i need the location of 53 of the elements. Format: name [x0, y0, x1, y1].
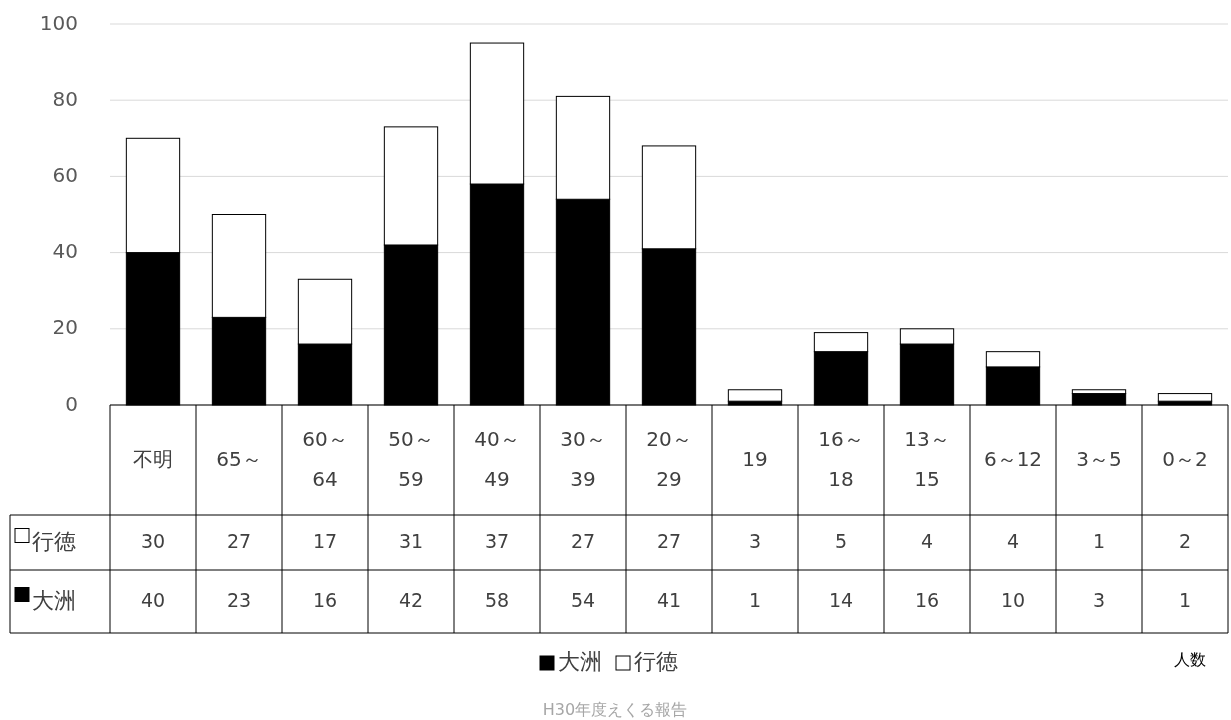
- text: 人数: [1174, 649, 1206, 669]
- data-label: 27: [226, 530, 252, 552]
- data-label: 23: [226, 589, 252, 611]
- y-tick-label: 60: [52, 162, 78, 187]
- x-tick-label: 65～: [216, 446, 262, 471]
- text: H30年度えくる報告: [542, 699, 688, 719]
- data-label: 31: [398, 530, 424, 552]
- data-label: 1: [1092, 530, 1106, 552]
- data-label: 27: [570, 530, 596, 552]
- data-label: 10: [1000, 589, 1026, 611]
- x-tick-label: 60～64: [302, 426, 348, 491]
- data-label: 27: [656, 530, 682, 552]
- data-label: 4: [1006, 530, 1020, 552]
- data-label: 41: [656, 589, 682, 611]
- x-tick-label: 0～2: [1162, 446, 1208, 471]
- data-label: 2: [1178, 530, 1192, 552]
- x-tick-label: 6～12: [983, 446, 1043, 471]
- legend-label: 大洲: [32, 587, 76, 613]
- y-tick-label: 40: [52, 239, 78, 264]
- x-tick-label: 40～49: [474, 426, 520, 491]
- data-label: 37: [484, 530, 510, 552]
- x-tick-label: 13～15: [904, 426, 950, 491]
- data-label: 3: [748, 530, 762, 552]
- y-tick-label: 0: [65, 391, 78, 416]
- data-label: 1: [748, 589, 762, 611]
- x-tick-label: 19: [742, 446, 768, 471]
- data-label: 14: [828, 589, 854, 611]
- data-label: 40: [140, 589, 166, 611]
- y-tick-label: 100: [39, 10, 78, 35]
- y-tick-label: 20: [52, 315, 78, 340]
- bar: [1157, 393, 1213, 402]
- data-label: 42: [398, 589, 424, 611]
- data-label: 16: [914, 589, 940, 611]
- data-label: 4: [920, 530, 934, 552]
- legend-label: 行徳: [32, 528, 76, 554]
- data-label: 54: [570, 589, 596, 611]
- x-tick-label: 20～29: [646, 426, 692, 491]
- text: 行徳: [634, 649, 678, 674]
- x-tick-label: 50～59: [388, 426, 434, 491]
- text: 大洲: [558, 649, 602, 674]
- data-label: 5: [834, 530, 848, 552]
- data-label: 3: [1092, 589, 1106, 611]
- data-label: 16: [312, 589, 338, 611]
- x-tick-label: 不明: [133, 446, 173, 471]
- data-label: 17: [312, 530, 338, 552]
- data-label: 58: [484, 589, 510, 611]
- data-label: 1: [1178, 589, 1192, 611]
- x-tick-label: 16～18: [818, 426, 864, 491]
- y-tick-label: 80: [52, 86, 78, 111]
- x-tick-label: 3～5: [1076, 446, 1122, 471]
- x-tick-label: 30～39: [560, 426, 606, 491]
- data-label: 30: [140, 530, 166, 552]
- bar: [727, 389, 783, 402]
